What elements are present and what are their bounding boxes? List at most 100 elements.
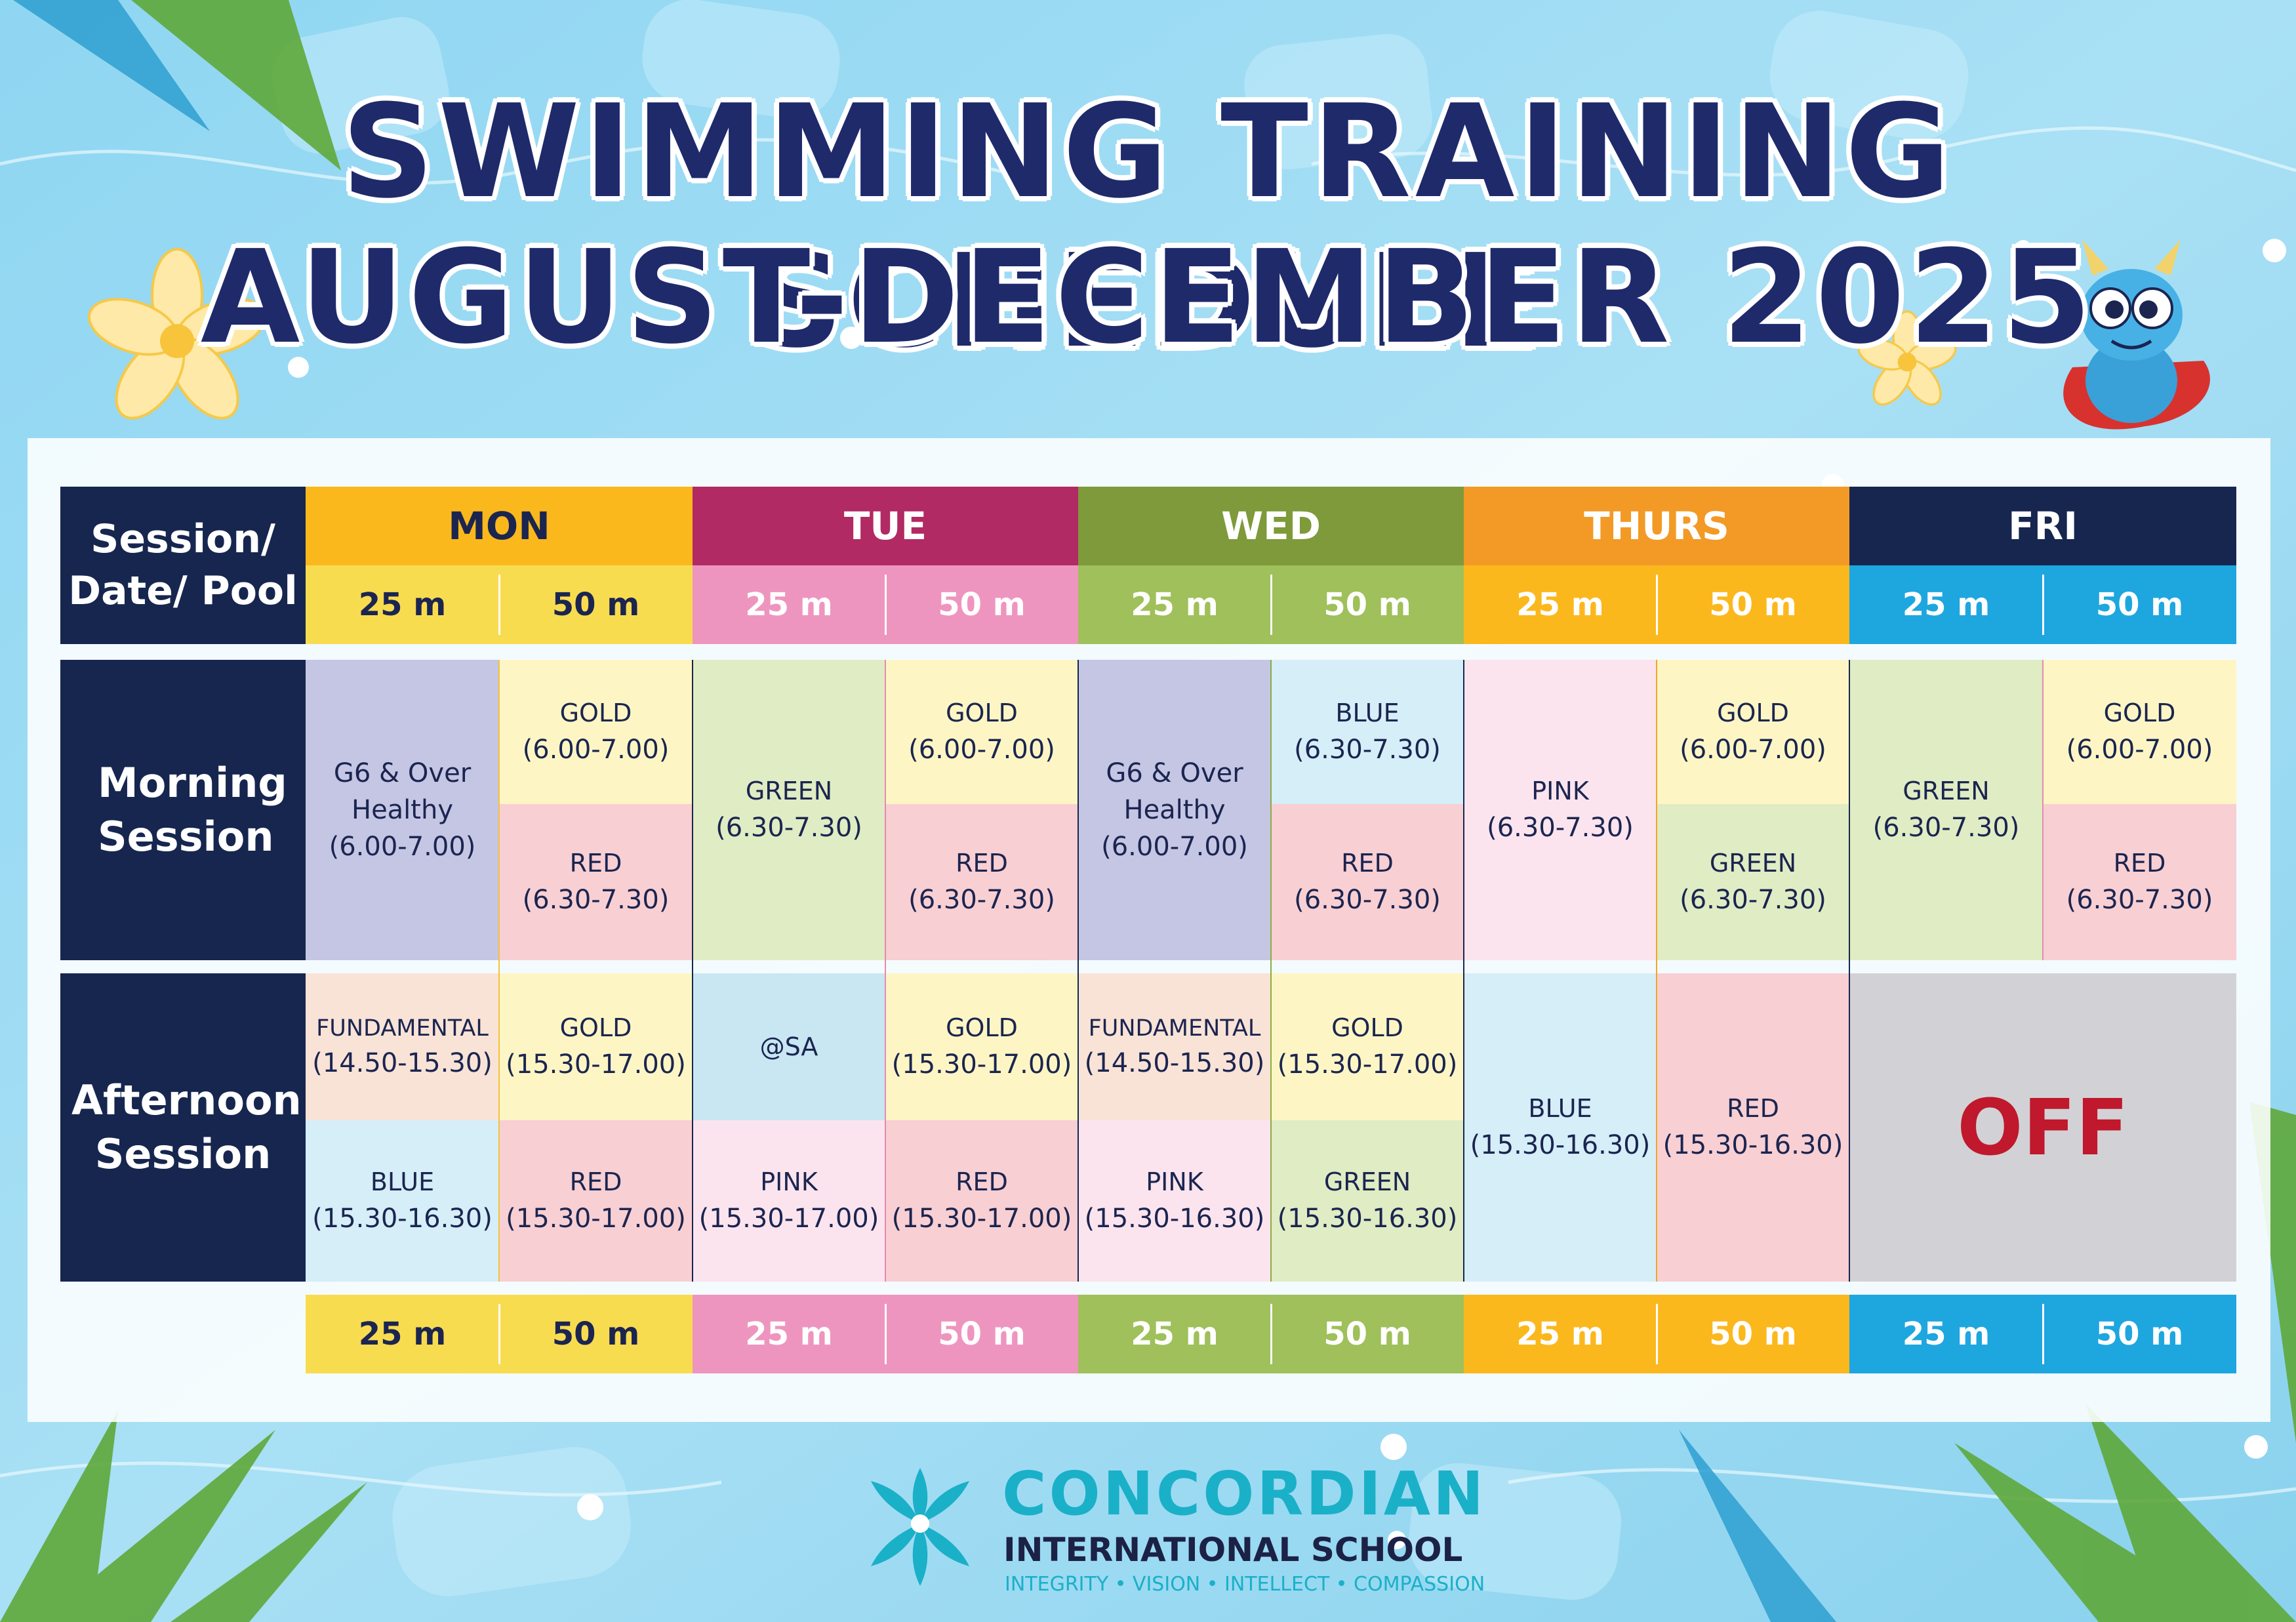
pool-footer-fri-25: 25 m xyxy=(1849,1295,2043,1373)
corner-header-label: Session/ Date/ Pool xyxy=(68,516,298,614)
corner-header: Session/ Date/ Pool xyxy=(60,487,306,644)
brand-subtitle: INTERNATIONAL SCHOOL xyxy=(1003,1531,1463,1569)
slot-group: BLUE xyxy=(1528,1094,1592,1124)
slot-group: GREEN xyxy=(1709,849,1797,878)
morning-mon-50-a: GOLD (6.00-7.00) xyxy=(499,660,693,804)
pool-label: 50 m xyxy=(938,1316,1026,1352)
slot-group: PINK xyxy=(1531,777,1589,806)
pool-label: 25 m xyxy=(358,1316,447,1352)
brand-name: CONCORDIAN xyxy=(1002,1459,1487,1529)
slot-group: @SA xyxy=(759,1032,818,1061)
slot-time: (6.30-7.30) xyxy=(2066,884,2213,915)
slot-time: (15.30-17.00) xyxy=(1277,1049,1458,1080)
morning-thu-25: PINK (6.30-7.30) xyxy=(1464,660,1657,960)
page-subtitle: AUGUST-DECEMBER 2025 xyxy=(200,223,2096,373)
slot-time: (14.50-15.30) xyxy=(1084,1047,1265,1078)
morning-thu-50-b: GREEN (6.30-7.30) xyxy=(1657,804,1849,960)
dragon-mascot-icon xyxy=(2063,239,2210,430)
column-divider xyxy=(1078,660,1079,1282)
slot-group: Healthy xyxy=(1123,795,1226,825)
slot-group: PINK xyxy=(1146,1167,1203,1197)
morning-fri-50-b: RED (6.30-7.30) xyxy=(2043,804,2236,960)
morning-fri-50-a: GOLD (6.00-7.00) xyxy=(2043,660,2236,804)
pool-header-fri-50: 50 m xyxy=(2043,565,2236,644)
slot-group: GOLD xyxy=(1331,1013,1403,1043)
pool-label: 50 m xyxy=(1709,586,1797,623)
pool-header-thu-50: 50 m xyxy=(1657,565,1849,644)
column-divider xyxy=(2042,660,2044,960)
pool-label: 50 m xyxy=(1323,1316,1411,1352)
slot-time: (15.30-17.00) xyxy=(891,1203,1072,1234)
slot-time: (6.30-7.30) xyxy=(1294,884,1441,915)
afternoon-tue-25-b: PINK (15.30-17.00) xyxy=(693,1120,885,1282)
slot-time: (6.00-7.00) xyxy=(1101,832,1248,862)
slot-time: (6.30-7.30) xyxy=(908,884,1055,915)
pool-label: 50 m xyxy=(552,586,640,623)
pool-header-wed-50: 50 m xyxy=(1271,565,1464,644)
slot-group: PINK xyxy=(760,1167,818,1197)
day-header-thu: THURS xyxy=(1464,487,1849,565)
slot-group: RED xyxy=(956,1167,1008,1197)
pool-footer-wed-50: 50 m xyxy=(1271,1295,1464,1373)
afternoon-tue-50-b: RED (15.30-17.00) xyxy=(885,1120,1078,1282)
morning-wed-25: G6 & Over Healthy (6.00-7.00) xyxy=(1078,660,1271,960)
slot-time: (6.30-7.30) xyxy=(715,812,862,843)
slot-group: Healthy xyxy=(351,795,454,825)
slot-group: GREEN xyxy=(1323,1167,1411,1197)
slot-group: FUNDAMENTAL xyxy=(316,1015,489,1042)
pool-header-tue-50: 50 m xyxy=(885,565,1078,644)
pool-label: 50 m xyxy=(2095,586,2184,623)
afternoon-mon-25-b: BLUE (15.30-16.30) xyxy=(306,1120,499,1282)
slot-group: GOLD xyxy=(559,1013,632,1043)
morning-session-label: Morning Session xyxy=(60,660,306,960)
morning-tue-50-a: GOLD (6.00-7.00) xyxy=(885,660,1078,804)
slot-group: G6 & Over xyxy=(333,758,472,788)
pool-divider xyxy=(885,575,887,635)
column-divider xyxy=(498,660,500,1282)
slot-group: GOLD xyxy=(559,699,632,728)
day-label: FRI xyxy=(2008,504,2078,548)
column-divider xyxy=(1849,660,1850,1282)
slot-group: BLUE xyxy=(1335,699,1400,728)
slot-time: (6.00-7.00) xyxy=(2066,734,2213,765)
morning-tue-50-b: RED (6.30-7.30) xyxy=(885,804,1078,960)
afternoon-thu-50: RED (15.30-16.30) xyxy=(1657,973,1849,1282)
slot-time: (6.30-7.30) xyxy=(1487,812,1634,843)
slot-group: G6 & Over xyxy=(1106,758,1243,788)
day-label: TUE xyxy=(843,504,927,548)
off-label: OFF xyxy=(1957,1082,2129,1173)
day-header-tue: TUE xyxy=(693,487,1078,565)
pool-footer-tue-25: 25 m xyxy=(693,1295,885,1373)
pool-header-mon-25: 25 m xyxy=(306,565,499,644)
slot-group: RED xyxy=(956,849,1008,878)
afternoon-thu-25: BLUE (15.30-16.30) xyxy=(1464,973,1657,1282)
slot-group: RED xyxy=(1727,1094,1779,1124)
slot-group: GOLD xyxy=(2103,699,2176,728)
pool-footer-mon-50: 50 m xyxy=(499,1295,693,1373)
afternoon-mon-50-a: GOLD (15.30-17.00) xyxy=(499,973,693,1120)
pool-divider xyxy=(1270,1304,1272,1364)
pool-label: 25 m xyxy=(1902,586,1990,623)
pool-label: 25 m xyxy=(745,586,833,623)
day-label: MON xyxy=(448,504,550,548)
afternoon-mon-50-b: RED (15.30-17.00) xyxy=(499,1120,693,1282)
slot-time: (6.00-7.00) xyxy=(522,734,670,765)
morning-fri-25: GREEN (6.30-7.30) xyxy=(1849,660,2043,960)
slot-time: (6.00-7.00) xyxy=(908,734,1055,765)
afternoon-mon-25-a: FUNDAMENTAL (14.50-15.30) xyxy=(306,973,499,1120)
slot-group: GREEN xyxy=(745,777,833,806)
morning-mon-50-b: RED (6.30-7.30) xyxy=(499,804,693,960)
pool-label: 25 m xyxy=(1131,1316,1218,1352)
pool-label: 50 m xyxy=(1323,586,1411,623)
slot-time: (15.30-16.30) xyxy=(1470,1129,1651,1160)
plumeria-flower-icon xyxy=(87,248,1957,420)
day-label: WED xyxy=(1221,504,1321,548)
pool-label: 50 m xyxy=(1709,1316,1797,1352)
afternoon-wed-25-a: FUNDAMENTAL (14.50-15.30) xyxy=(1078,973,1271,1120)
slot-group: RED xyxy=(1341,849,1394,878)
column-divider xyxy=(885,660,886,1282)
pool-divider xyxy=(1656,575,1658,635)
pool-footer-mon-25: 25 m xyxy=(306,1295,499,1373)
slot-time: (14.50-15.30) xyxy=(312,1047,493,1078)
pool-label: 25 m xyxy=(1516,586,1604,623)
